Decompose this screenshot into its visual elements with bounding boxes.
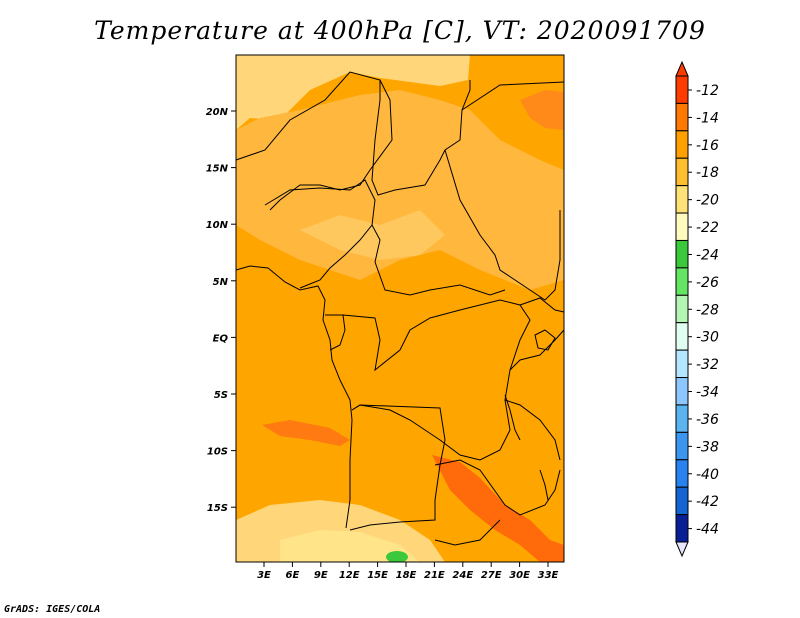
border-zambia	[434, 459, 561, 546]
chad-sudan-band	[236, 90, 564, 290]
lon-tick-label: 15E	[367, 570, 388, 581]
colorbar-segment	[675, 322, 689, 351]
longitude-axis: 3E 6E 9E 12E 15E 18E 21E 24E 27E 30E 33E	[257, 562, 559, 581]
lon-tick-label: 6E	[286, 570, 300, 581]
lon-tick-label: 30E	[509, 570, 530, 581]
lon-tick-label: 33E	[538, 570, 559, 581]
border-congo	[342, 299, 531, 461]
colorbar: -12 -14 -16 -18 -20 -22 -24 -26 -28 -30 -32 -34 -36 -…	[675, 60, 719, 558]
borders	[235, 71, 565, 546]
colorbar-segment	[675, 459, 689, 488]
colorbar-label: -34	[696, 385, 719, 401]
colorbar-segment	[675, 294, 689, 324]
colorbar-label: -38	[696, 439, 719, 455]
lat-tick-label: EQ	[213, 333, 229, 344]
lat-tick-label: 5N	[213, 277, 229, 288]
border-nigeria	[264, 179, 376, 289]
colorbar-label: -40	[696, 467, 719, 483]
colorbar-label: -32	[696, 357, 719, 373]
border-north	[235, 71, 393, 211]
colorbar-segment	[675, 404, 689, 433]
grads-credit: GrADS: IGES/COLA	[4, 604, 101, 615]
colorbar-segment	[675, 377, 689, 406]
lake-tanganyika	[504, 394, 521, 441]
coastline-west	[235, 265, 353, 529]
border-car	[371, 224, 506, 296]
lat-tick-label: 10S	[207, 447, 228, 458]
ne-corner-deep	[520, 90, 564, 130]
lat-tick-label: 15S	[207, 503, 228, 514]
colorbar-segment	[675, 239, 689, 269]
border-east	[504, 297, 565, 461]
colorbar-segment	[675, 349, 689, 379]
colorbar-label: -28	[696, 302, 719, 318]
colorbar-label: -36	[696, 412, 719, 428]
map-frame	[235, 54, 565, 563]
lon-tick-label: 24E	[452, 570, 473, 581]
colorbar-top-arrow	[675, 60, 689, 77]
south-yellow	[280, 530, 420, 562]
colorbar-label: -22	[696, 220, 719, 236]
colorbar-segment	[675, 130, 689, 159]
lon-tick-label: 12E	[339, 570, 360, 581]
colorbar-segment	[675, 185, 689, 214]
map-title: Temperature at 400hPa [C], VT: 202009170…	[94, 16, 706, 45]
lat-tick-label: 10N	[206, 220, 229, 231]
colorbar-label: -20	[696, 193, 719, 209]
lon-tick-label: 21E	[424, 570, 445, 581]
angola-tongue-deep	[262, 420, 350, 446]
green-spot	[386, 551, 408, 562]
colorbar-label: -26	[696, 275, 719, 291]
colorbar-segment	[675, 157, 689, 187]
colorbar-label: -12	[696, 83, 719, 99]
lake-victoria	[534, 329, 556, 351]
lat-tick-label: 5S	[214, 390, 228, 401]
lat-tick-label: 20N	[206, 107, 229, 118]
lake-malawi	[539, 469, 549, 501]
colorbar-segment	[675, 431, 689, 461]
zambia-band-deep	[432, 455, 564, 562]
lon-tick-label: 3E	[257, 570, 271, 581]
colorbar-segment	[675, 514, 689, 543]
border-sudan	[444, 81, 565, 301]
latitude-axis: 20N 15N 10N 5N EQ 5S 10S 15S	[206, 107, 236, 514]
lat-tick-label: 15N	[206, 164, 229, 175]
colorbar-segment	[675, 267, 689, 296]
colorbar-label: -18	[696, 165, 719, 181]
border-gabon	[325, 314, 346, 351]
map-field	[236, 55, 564, 562]
colorbar-segment	[675, 212, 689, 241]
colorbar-label: -44	[696, 522, 719, 538]
border-angola	[349, 404, 446, 531]
colorbar-label: -16	[696, 138, 719, 154]
lon-tick-label: 9E	[314, 570, 328, 581]
colorbar-segment	[675, 486, 689, 516]
colorbar-bottom-arrow	[675, 541, 689, 558]
colorbar-label: -30	[696, 330, 719, 346]
colorbar-segment	[675, 102, 689, 132]
colorbar-label: -14	[696, 110, 719, 126]
colorbar-label: -42	[696, 494, 719, 510]
sahara-north-pale	[236, 55, 470, 130]
colorbar-segment	[675, 75, 689, 104]
lon-tick-label: 27E	[481, 570, 502, 581]
sahara-north-pale	[300, 210, 445, 260]
lon-tick-label: 18E	[396, 570, 417, 581]
colorbar-label: -24	[696, 247, 719, 263]
